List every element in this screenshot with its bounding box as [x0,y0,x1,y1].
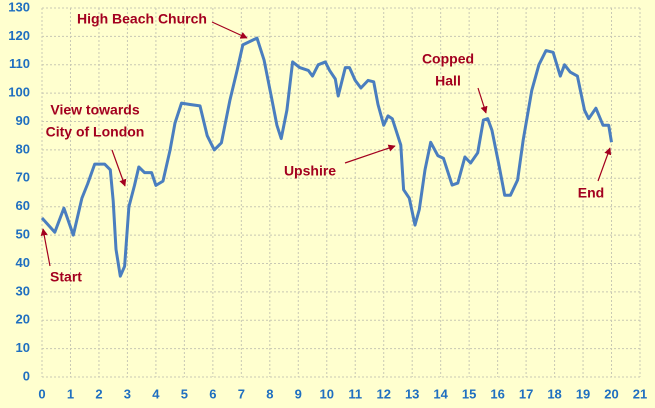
y-tick-label: 80 [16,141,30,156]
annotation-arrow [111,149,127,187]
x-tick-label: 11 [348,386,362,401]
annotation-arrow [477,87,488,114]
x-tick-label: 7 [238,386,245,401]
annotation: High Beach Church [77,11,207,27]
y-tick-label: 30 [16,283,30,298]
x-tick-label: 15 [462,386,476,401]
annotation-arrow [40,228,51,267]
x-tick-label: 16 [490,386,504,401]
y-tick-label: 90 [16,113,30,128]
x-tick-label: 2 [95,386,102,401]
x-tick-label: 19 [576,386,590,401]
annotation: End [578,185,604,201]
y-tick-label: 50 [16,227,30,242]
annotation: City of London [46,124,145,140]
x-tick-label: 10 [320,386,334,401]
annotation-arrow [597,147,612,182]
annotation-arrow [344,144,396,164]
annotation-arrow [211,21,248,39]
x-tick-label: 20 [604,386,618,401]
x-tick-label: 5 [181,386,188,401]
y-tick-label: 10 [16,340,30,355]
x-tick-label: 9 [295,386,302,401]
y-tick-label: 120 [8,28,30,43]
line-series [40,36,613,278]
annotation: Hall [435,73,461,89]
y-tick-label: 70 [16,170,30,185]
annotation: View towards [50,102,139,118]
x-tick-label: 4 [152,386,160,401]
x-tick-label: 1 [67,386,74,401]
y-tick-label: 20 [16,312,30,327]
annotation: Start [50,269,82,285]
y-tick-label: 60 [16,198,30,213]
x-tick-label: 6 [209,386,216,401]
x-tick-label: 21 [633,386,647,401]
y-tick-label: 110 [9,56,30,71]
y-tick-label: 130 [8,0,30,14]
x-tick-label: 18 [547,386,561,401]
x-tick-label: 17 [519,386,533,401]
x-tick-label: 0 [38,386,45,401]
annotation: Upshire [284,163,336,179]
annotation: Copped [422,51,474,67]
x-tick-label: 12 [376,386,390,401]
y-tick-label: 100 [8,85,30,100]
y-tick-label: 0 [23,368,30,383]
x-tick-label: 13 [405,386,419,401]
y-tick-label: 40 [16,255,30,270]
x-tick-label: 14 [433,386,448,401]
x-tick-label: 8 [266,386,273,401]
x-tick-label: 3 [124,386,131,401]
